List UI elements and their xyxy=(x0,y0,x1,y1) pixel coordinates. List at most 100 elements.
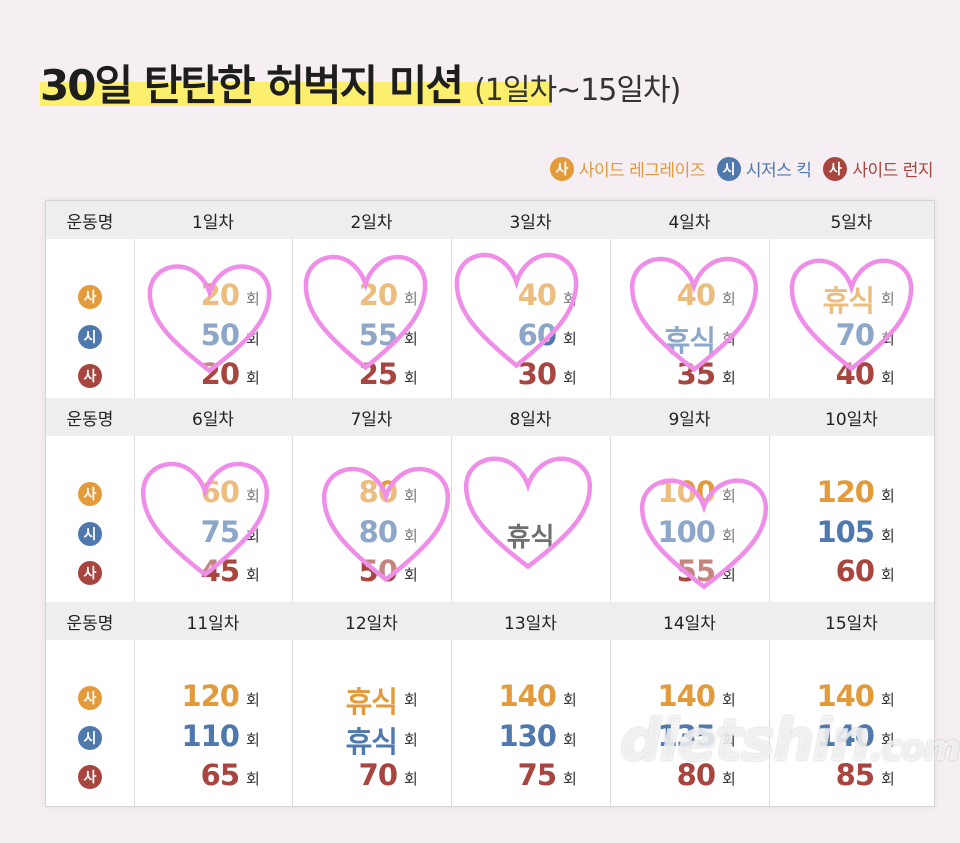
day-cell: 60 회 75 회 45 회 xyxy=(134,436,292,602)
rep-count: 75 xyxy=(200,515,240,549)
rep-count: 140 xyxy=(816,679,875,713)
rep-unit: 회 xyxy=(404,290,418,308)
column-divider xyxy=(292,201,293,806)
rep-count: 70 xyxy=(358,758,398,792)
legend: 사 사이드 레그레이즈 시 시저스 킥 사 사이드 런지 xyxy=(538,156,933,181)
rep-count: 55 xyxy=(676,554,716,588)
exercise-badge: 사 xyxy=(78,561,102,585)
day-cell: 20 회 50 회 20 회 xyxy=(134,239,292,398)
page-title: 30일 탄탄한 허벅지 미션 (1일차~15일차) xyxy=(40,61,681,110)
rep-count: 55 xyxy=(358,318,398,352)
day-header: 14일차 xyxy=(663,613,716,634)
rep-count: 휴식 xyxy=(345,685,398,719)
watermark: dietshin.com xyxy=(620,706,960,774)
day-cell: 100 회 100 회 55 회 xyxy=(610,436,769,602)
day-header: 10일차 xyxy=(825,409,878,430)
rep-unit: 회 xyxy=(881,770,895,788)
rep-unit: 회 xyxy=(881,691,895,709)
rep-count: 120 xyxy=(181,679,240,713)
rep-count: 20 xyxy=(200,278,240,312)
rep-unit: 회 xyxy=(563,290,577,308)
rep-count: 135 xyxy=(657,719,716,753)
rep-count: 80 xyxy=(676,758,716,792)
rep-count: 140 xyxy=(498,679,557,713)
day-cell: 40 회 휴식 회 35 회 xyxy=(610,239,769,398)
day-cell: 휴식 회 70 회 40 회 xyxy=(769,239,934,398)
page-subtitle: (1일차~15일차) xyxy=(474,73,681,108)
legend-label: 시저스 킥 xyxy=(745,161,812,181)
rep-count: 휴식 xyxy=(663,324,716,358)
rep-count: 휴식 xyxy=(822,284,875,318)
day-header: 12일차 xyxy=(345,613,398,634)
day-header: 2일차 xyxy=(350,212,393,233)
rep-unit: 회 xyxy=(246,566,260,584)
day-header: 4일차 xyxy=(668,212,711,233)
rep-unit: 회 xyxy=(881,290,895,308)
rep-count: 75 xyxy=(517,758,557,792)
rep-count: 45 xyxy=(200,554,240,588)
rep-count: 40 xyxy=(517,278,557,312)
exercise-badge: 사 xyxy=(78,765,102,789)
exercise-header: 운동명 xyxy=(66,212,114,233)
rep-unit: 회 xyxy=(404,487,418,505)
rep-count: 60 xyxy=(517,318,557,352)
exercise-header: 운동명 xyxy=(66,613,114,634)
rep-count: 130 xyxy=(498,719,557,753)
rep-count: 25 xyxy=(358,357,398,391)
rep-count: 100 xyxy=(657,515,716,549)
day-cell: 140 회 130 회 75 회 xyxy=(451,640,610,805)
rep-count: 50 xyxy=(200,318,240,352)
rep-unit: 회 xyxy=(881,487,895,505)
rep-count: 20 xyxy=(200,357,240,391)
day-header: 5일차 xyxy=(830,212,873,233)
title-block: 30일 탄탄한 허벅지 미션 (1일차~15일차) xyxy=(40,52,681,112)
rep-count: 120 xyxy=(816,475,875,509)
exercise-header: 운동명 xyxy=(66,409,114,430)
day-header: 11일차 xyxy=(186,613,240,634)
header-row: 운동명 1일차 2일차 3일차 4일차 5일차 xyxy=(46,201,934,239)
rep-count: 100 xyxy=(657,475,716,509)
day-header: 7일차 xyxy=(350,409,393,430)
rep-unit: 회 xyxy=(246,290,260,308)
rep-unit: 회 xyxy=(246,691,260,709)
rest-day-label: 휴식 xyxy=(506,523,555,553)
rep-unit: 회 xyxy=(246,770,260,788)
rep-count: 40 xyxy=(676,278,716,312)
rep-count: 60 xyxy=(200,475,240,509)
rep-unit: 회 xyxy=(722,369,736,387)
rep-unit: 회 xyxy=(722,527,736,545)
rep-unit: 회 xyxy=(563,731,577,749)
rep-count: 110 xyxy=(181,719,240,753)
rep-unit: 회 xyxy=(563,330,577,348)
header-row: 운동명 11일차 12일차 13일차 14일차 15일차 xyxy=(46,602,934,640)
day-row: 사 시 사 20 회 50 회 20 회 20 회 55 회 25 회 40 회 60 회 30 회 40 회 휴식 회 35 회 휴… xyxy=(46,239,934,398)
day-cell: 40 회 60 회 30 회 xyxy=(451,239,610,398)
rep-unit: 회 xyxy=(246,527,260,545)
legend-label: 사이드 런지 xyxy=(852,161,933,181)
rep-unit: 회 xyxy=(404,527,418,545)
day-header: 6일차 xyxy=(191,409,235,430)
rep-unit: 회 xyxy=(881,527,895,545)
exercise-badge: 사 xyxy=(78,686,102,710)
rep-unit: 회 xyxy=(722,290,736,308)
rep-count: 30 xyxy=(517,357,557,391)
day-cell: 140 회 140 회 85 회 xyxy=(769,640,934,805)
header-row: 운동명 6일차 7일차 8일차 9일차 10일차 xyxy=(46,398,934,436)
legend-badge: 사 xyxy=(823,156,848,181)
day-cell: 휴식 회 휴식 회 70 회 xyxy=(292,640,451,805)
rep-count: 휴식 xyxy=(345,725,398,759)
rep-unit: 회 xyxy=(404,770,418,788)
exercise-badge: 시 xyxy=(78,522,102,546)
rep-unit: 회 xyxy=(881,330,895,348)
rep-unit: 회 xyxy=(404,731,418,749)
rep-count: 80 xyxy=(358,475,398,509)
day-header: 8일차 xyxy=(509,409,552,430)
day-header: 3일차 xyxy=(509,212,552,233)
exercise-badge: 시 xyxy=(78,726,102,750)
rep-unit: 회 xyxy=(246,330,260,348)
rep-count: 50 xyxy=(358,554,398,588)
rep-unit: 회 xyxy=(404,369,418,387)
rep-unit: 회 xyxy=(563,691,577,709)
day-cell: 120 회 110 회 65 회 xyxy=(134,640,292,805)
